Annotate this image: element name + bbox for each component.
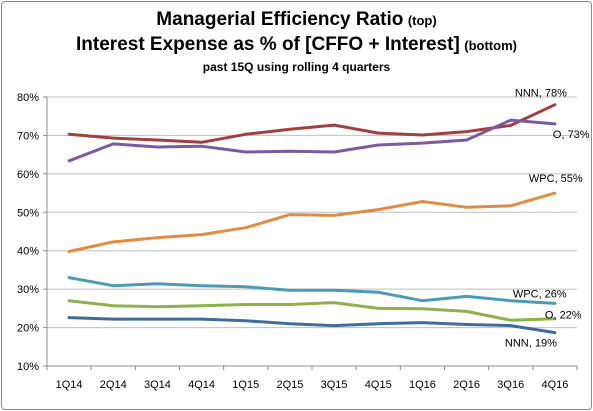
x-tick-label: 4Q16 [541, 379, 568, 391]
x-tick-label: 2Q16 [453, 379, 480, 391]
chart-title-line2: Interest Expense as % of [CFFO + Interes… [0, 33, 593, 58]
y-tick-label: 40% [17, 246, 39, 258]
chart-title-line1: Managerial Efficiency Ratio (top) [0, 8, 593, 33]
x-tick-label: 4Q14 [188, 379, 215, 391]
x-tick-label: 3Q15 [321, 379, 348, 391]
title-suffix-1: (top) [407, 13, 437, 28]
y-tick-label: 20% [17, 323, 39, 335]
series-end-label: WPC, 55% [529, 173, 583, 185]
title-suffix-2: (bottom) [464, 38, 517, 53]
y-tick-label: 30% [17, 284, 39, 296]
chart-title-block: Managerial Efficiency Ratio (top) Intere… [0, 8, 593, 76]
series-end-label: O, 73% [553, 129, 590, 141]
y-tick-label: 60% [17, 169, 39, 181]
y-tick-label: 80% [17, 92, 39, 104]
title-main-1: Managerial Efficiency Ratio [156, 9, 404, 30]
series-line-wpc-bottom [67, 276, 557, 305]
x-tick-label: 2Q15 [276, 379, 303, 391]
x-tick-label: 2Q14 [100, 379, 127, 391]
x-tick-label: 3Q16 [497, 379, 524, 391]
x-tick-label: 1Q14 [56, 379, 83, 391]
series-line-o-bottom [67, 299, 557, 322]
series-line-o-top [67, 118, 557, 163]
x-tick-label: 3Q14 [144, 379, 171, 391]
series-end-label: NNN, 78% [515, 88, 567, 100]
series-end-label: NNN, 19% [505, 338, 557, 350]
series-line-wpc-top [67, 191, 557, 253]
x-tick-label: 1Q15 [232, 379, 259, 391]
series-end-label: WPC, 26% [513, 288, 567, 300]
title-main-2: Interest Expense as % of [CFFO + Interes… [76, 34, 460, 55]
chart-subtitle: past 15Q using rolling 4 quarters [202, 60, 391, 74]
y-tick-label: 50% [17, 207, 39, 219]
series-end-label: O, 22% [545, 310, 582, 322]
y-tick-label: 70% [17, 130, 39, 142]
series-line-nnn-top [67, 103, 557, 144]
x-tick-label: 1Q16 [409, 379, 436, 391]
x-tick-label: 4Q15 [365, 379, 392, 391]
y-tick-label: 10% [17, 361, 39, 373]
series-line-nnn-bottom [67, 316, 557, 335]
